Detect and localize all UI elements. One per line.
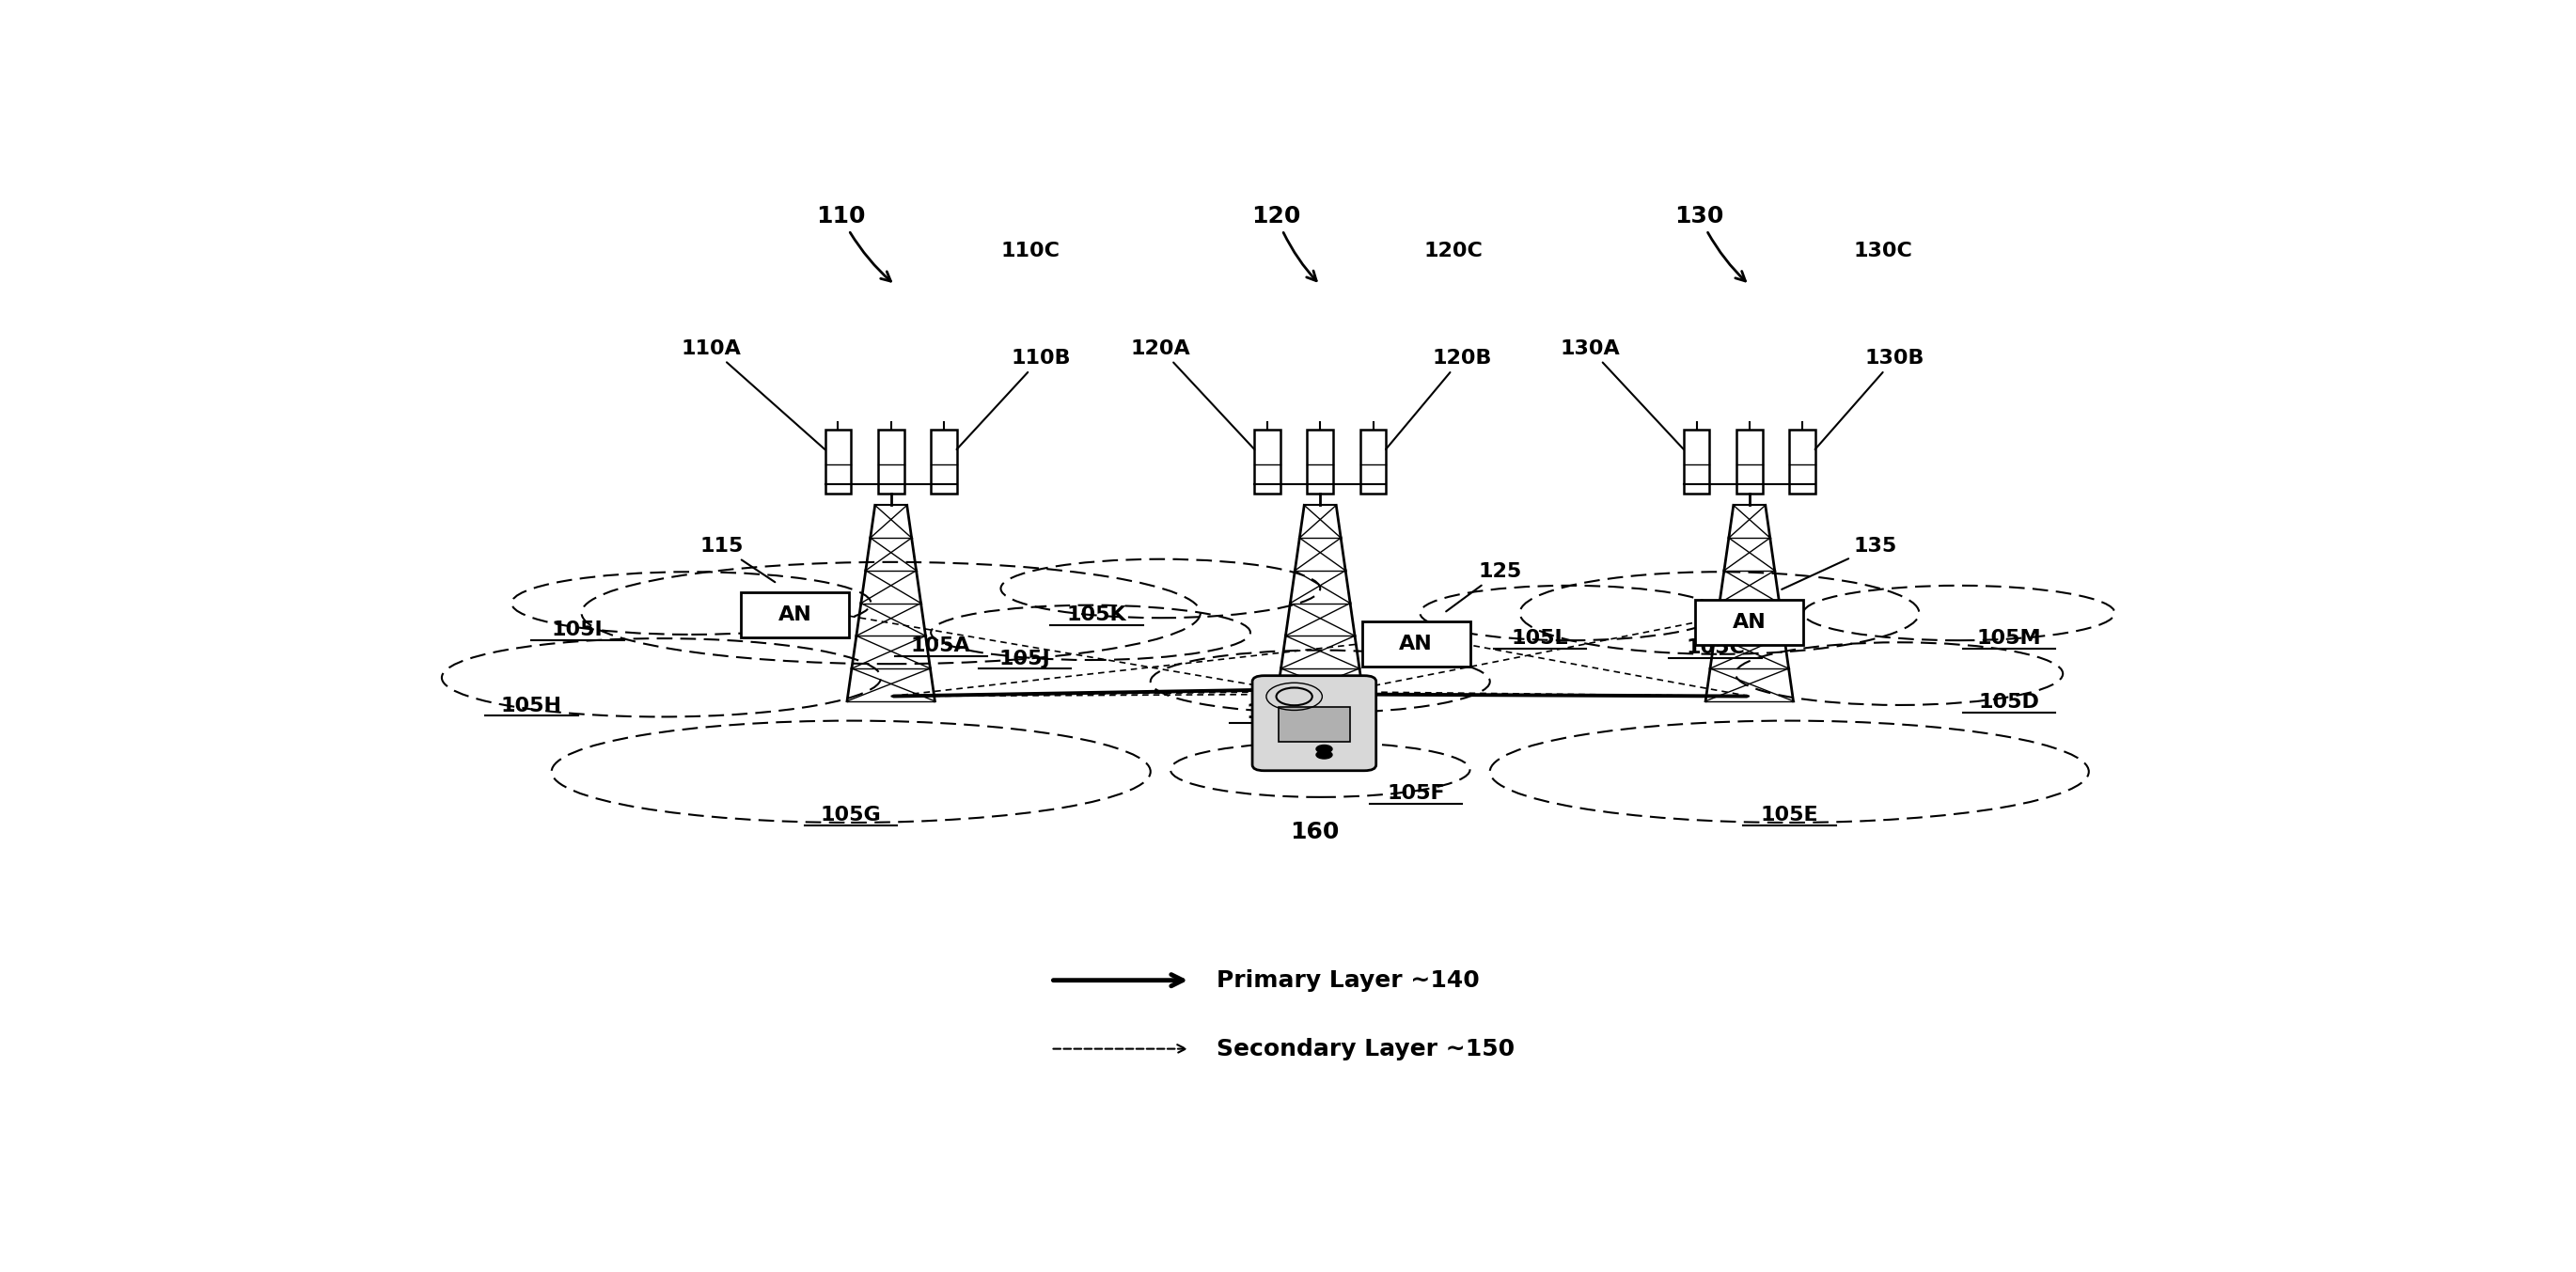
- Bar: [1685, 430, 1710, 494]
- FancyBboxPatch shape: [1695, 600, 1803, 645]
- Text: 125: 125: [1445, 562, 1522, 612]
- Text: 130B: 130B: [1816, 349, 1924, 449]
- Text: 105F: 105F: [1386, 785, 1445, 803]
- Circle shape: [1316, 745, 1332, 753]
- Text: Secondary Layer ∼150: Secondary Layer ∼150: [1216, 1038, 1515, 1060]
- Text: 130A: 130A: [1558, 340, 1685, 449]
- Circle shape: [1316, 750, 1332, 758]
- Bar: [1360, 430, 1386, 494]
- Text: 130: 130: [1674, 205, 1747, 281]
- FancyBboxPatch shape: [1252, 675, 1376, 771]
- Text: AN: AN: [1734, 613, 1767, 632]
- Bar: [930, 430, 956, 494]
- Text: 115: 115: [701, 537, 775, 583]
- FancyBboxPatch shape: [1363, 622, 1471, 667]
- FancyBboxPatch shape: [742, 593, 850, 637]
- Text: 105D: 105D: [1978, 693, 2040, 712]
- Text: 120C: 120C: [1425, 242, 1484, 259]
- Text: 110C: 110C: [999, 242, 1059, 259]
- Text: 110B: 110B: [956, 349, 1072, 449]
- FancyBboxPatch shape: [1278, 706, 1350, 742]
- Bar: [824, 430, 850, 494]
- Text: 105E: 105E: [1759, 806, 1819, 824]
- Text: 120A: 120A: [1131, 340, 1255, 449]
- Text: 105B: 105B: [1247, 703, 1306, 722]
- Text: Primary Layer ∼140: Primary Layer ∼140: [1216, 969, 1479, 992]
- Text: 110A: 110A: [680, 340, 824, 449]
- Text: 120B: 120B: [1386, 349, 1492, 449]
- Text: 135: 135: [1783, 537, 1896, 589]
- Bar: [1736, 430, 1762, 494]
- Bar: [1790, 430, 1816, 494]
- Text: 105C: 105C: [1685, 639, 1744, 658]
- Text: 105H: 105H: [502, 696, 562, 715]
- Text: AN: AN: [1399, 635, 1432, 654]
- Bar: [878, 430, 904, 494]
- Text: 105M: 105M: [1976, 628, 2040, 647]
- Text: 105K: 105K: [1066, 605, 1126, 625]
- Text: 105G: 105G: [822, 806, 881, 824]
- Text: AN: AN: [778, 605, 811, 625]
- Text: 130C: 130C: [1852, 242, 1911, 259]
- Text: 105J: 105J: [999, 649, 1051, 668]
- Text: 105A: 105A: [912, 636, 971, 655]
- Text: 160: 160: [1291, 820, 1340, 843]
- Text: 110: 110: [817, 205, 891, 281]
- Text: 105I: 105I: [551, 621, 603, 640]
- Bar: [1306, 430, 1334, 494]
- Text: 105L: 105L: [1512, 628, 1569, 647]
- Text: 120: 120: [1252, 205, 1316, 281]
- Bar: [1255, 430, 1280, 494]
